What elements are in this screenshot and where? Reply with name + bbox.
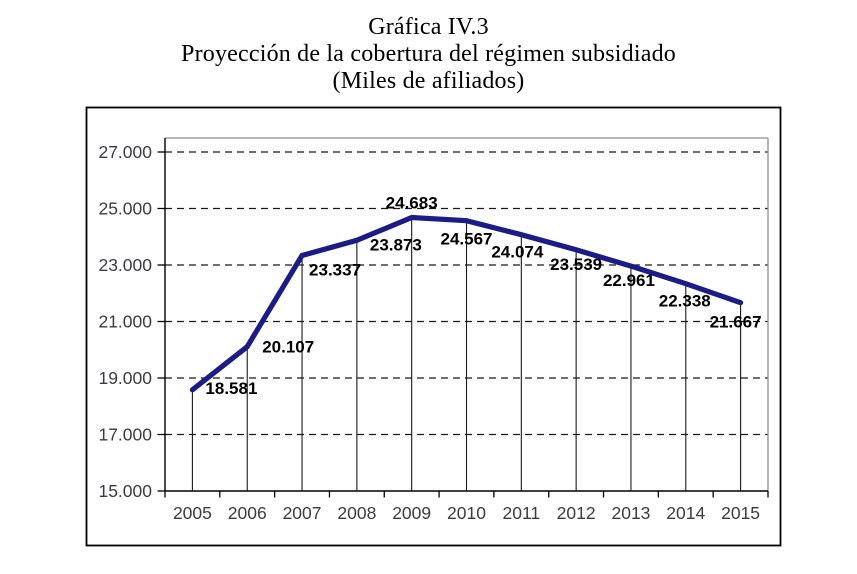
- y-tick-label: 15.000: [98, 481, 152, 501]
- data-point-label: 23.873: [370, 235, 422, 254]
- data-point-label: 23.337: [309, 260, 361, 279]
- x-tick-label: 2009: [392, 503, 431, 523]
- x-tick-label: 2006: [228, 503, 267, 523]
- data-point-label: 22.961: [603, 271, 655, 290]
- x-tick-label: 2013: [611, 503, 650, 523]
- data-point-label: 24.074: [491, 243, 544, 262]
- x-tick-label: 2005: [173, 503, 212, 523]
- x-tick-label: 2010: [447, 503, 486, 523]
- x-tick-label: 2014: [666, 503, 705, 523]
- x-tick-label: 2011: [502, 503, 540, 523]
- data-point-label: 20.107: [262, 338, 314, 357]
- x-tick-label: 2007: [283, 503, 322, 523]
- x-tick-label: 2012: [557, 503, 596, 523]
- chart-title-figure-number: Gráfica IV.3: [368, 14, 489, 40]
- data-point-label: 24.683: [386, 193, 438, 212]
- y-tick-label: 21.000: [98, 312, 152, 332]
- chart-outer-border: [85, 106, 782, 547]
- data-series-line: [189, 214, 744, 393]
- y-tick-label: 25.000: [98, 199, 152, 219]
- data-point-label: 23.539: [550, 255, 602, 274]
- data-point-label: 21.667: [710, 313, 762, 332]
- data-point-label: 18.581: [205, 379, 257, 398]
- x-tick-label: 2008: [337, 503, 376, 523]
- data-point-label: 22.338: [659, 292, 711, 311]
- y-tick-label: 19.000: [98, 368, 152, 388]
- chart-title-main: Proyección de la cobertura del régimen s…: [181, 41, 676, 67]
- data-point-label: 24.567: [441, 230, 493, 249]
- y-tick-label: 23.000: [98, 255, 152, 275]
- y-tick-label: 27.000: [98, 142, 152, 162]
- chart-title-units: (Miles de afiliados): [332, 68, 525, 94]
- y-tick-label: 17.000: [98, 425, 152, 445]
- chart-title-block: Gráfica IV.3 Proyección de la cobertura …: [0, 14, 857, 95]
- x-tick-label: 2015: [721, 503, 760, 523]
